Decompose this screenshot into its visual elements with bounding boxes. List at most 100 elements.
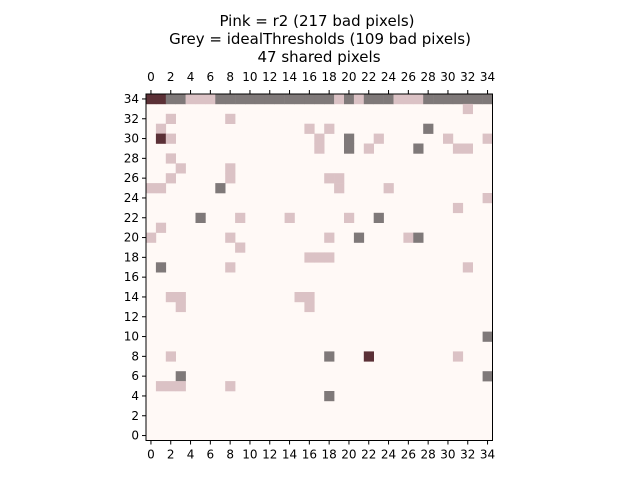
- grey-cell: [235, 94, 246, 105]
- pink-cell: [344, 212, 355, 223]
- x-tick-label-bottom: 12: [262, 448, 277, 462]
- grey-cell: [344, 133, 355, 144]
- x-tick-label-bottom: 14: [282, 448, 297, 462]
- pink-cell: [304, 252, 315, 263]
- pink-cell: [165, 133, 176, 144]
- grey-cell: [443, 94, 454, 105]
- grey-cell: [413, 232, 424, 243]
- x-tick-label-bottom: 28: [421, 448, 436, 462]
- grey-cell: [462, 94, 473, 105]
- x-tick-label-bottom: 10: [242, 448, 257, 462]
- pink-cell: [403, 94, 414, 105]
- x-tick-label-bottom: 16: [302, 448, 317, 462]
- pink-cell: [393, 94, 404, 105]
- grey-cell: [413, 143, 424, 154]
- pink-cell: [205, 94, 216, 105]
- y-tick-label: 16: [124, 270, 139, 284]
- pink-cell: [195, 94, 206, 105]
- grey-cell: [175, 371, 186, 382]
- x-tick-label-top: 22: [361, 70, 376, 84]
- pink-cell: [225, 113, 236, 124]
- grey-cell: [165, 94, 176, 105]
- grey-cell: [155, 262, 167, 273]
- x-tick-label-top: 8: [226, 70, 234, 84]
- pink-cell: [155, 222, 167, 233]
- grey-cell: [344, 94, 355, 105]
- pink-cell: [235, 242, 246, 253]
- x-tick-label-top: 18: [322, 70, 337, 84]
- title-line-1: Pink = r2 (217 bad pixels): [219, 12, 414, 30]
- pink-cell: [462, 262, 473, 273]
- pink-cell: [363, 143, 374, 154]
- pink-cell: [462, 143, 473, 154]
- grey-cell: [215, 183, 226, 194]
- pink-cell: [353, 94, 365, 105]
- pink-cell: [165, 153, 176, 164]
- x-tick-label-bottom: 0: [147, 448, 155, 462]
- x-tick-label-top: 4: [187, 70, 195, 84]
- x-tick-label-top: 20: [341, 70, 356, 84]
- x-tick-label-top: 26: [401, 70, 416, 84]
- grey-cell: [472, 94, 483, 105]
- pink-cell: [443, 133, 454, 144]
- y-tick-label: 12: [124, 310, 139, 324]
- pink-cell: [165, 351, 176, 362]
- pink-cell: [452, 202, 464, 214]
- x-tick-label-bottom: 22: [361, 448, 376, 462]
- pink-cell: [225, 163, 236, 174]
- pink-cell: [324, 123, 335, 134]
- pink-cell: [334, 173, 345, 184]
- pink-cell: [413, 94, 424, 105]
- shared-cell: [363, 351, 374, 362]
- y-tick-label: 22: [124, 211, 139, 225]
- y-tick-label: 18: [124, 250, 139, 264]
- pink-cell: [452, 143, 464, 154]
- grey-cell: [254, 94, 266, 105]
- pink-cell: [324, 232, 335, 243]
- shared-cell: [146, 94, 157, 105]
- x-tick-label-bottom: 30: [440, 448, 455, 462]
- grey-cell: [314, 94, 325, 105]
- pink-cell: [155, 381, 167, 392]
- x-tick-label-top: 6: [207, 70, 215, 84]
- grey-cell: [324, 94, 335, 105]
- grey-cell: [373, 94, 384, 105]
- grey-cell: [324, 351, 335, 362]
- grey-cell: [433, 94, 444, 105]
- x-tick-label-bottom: 20: [341, 448, 356, 462]
- pink-cell: [175, 163, 186, 174]
- pink-cell: [175, 381, 186, 392]
- x-tick-label-top: 30: [440, 70, 455, 84]
- y-tick-label: 0: [131, 429, 139, 443]
- pink-cell: [314, 143, 325, 154]
- pink-cell: [165, 173, 176, 184]
- grey-cell: [264, 94, 275, 105]
- pink-cell: [146, 232, 157, 243]
- grey-cell: [175, 94, 186, 105]
- x-tick-label-bottom: 6: [207, 448, 215, 462]
- pink-cell: [403, 232, 414, 243]
- y-tick-label: 8: [131, 349, 139, 363]
- grey-cell: [215, 94, 226, 105]
- pink-cell: [155, 183, 167, 194]
- title-line-2: Grey = idealThresholds (109 bad pixels): [169, 30, 471, 48]
- pink-cell: [284, 212, 295, 223]
- grey-cell: [195, 212, 206, 223]
- pink-cell: [146, 183, 157, 194]
- y-tick-label: 26: [124, 171, 139, 185]
- y-tick-label: 30: [124, 132, 139, 146]
- pink-cell: [314, 252, 325, 263]
- x-axis-bottom: 0 2 4 6 8 10 12 14 16 18 20 22 24 26 28 30 32 34: [147, 440, 495, 462]
- grey-cell: [383, 94, 394, 105]
- pink-cell: [452, 351, 464, 362]
- grey-cell: [482, 331, 493, 342]
- pink-cell: [373, 133, 384, 144]
- grey-cell: [245, 94, 256, 105]
- shared-cell: [155, 94, 167, 105]
- y-tick-label: 20: [124, 231, 139, 245]
- grey-cell: [294, 94, 305, 105]
- x-tick-label-top: 28: [421, 70, 436, 84]
- y-tick-label: 4: [131, 389, 139, 403]
